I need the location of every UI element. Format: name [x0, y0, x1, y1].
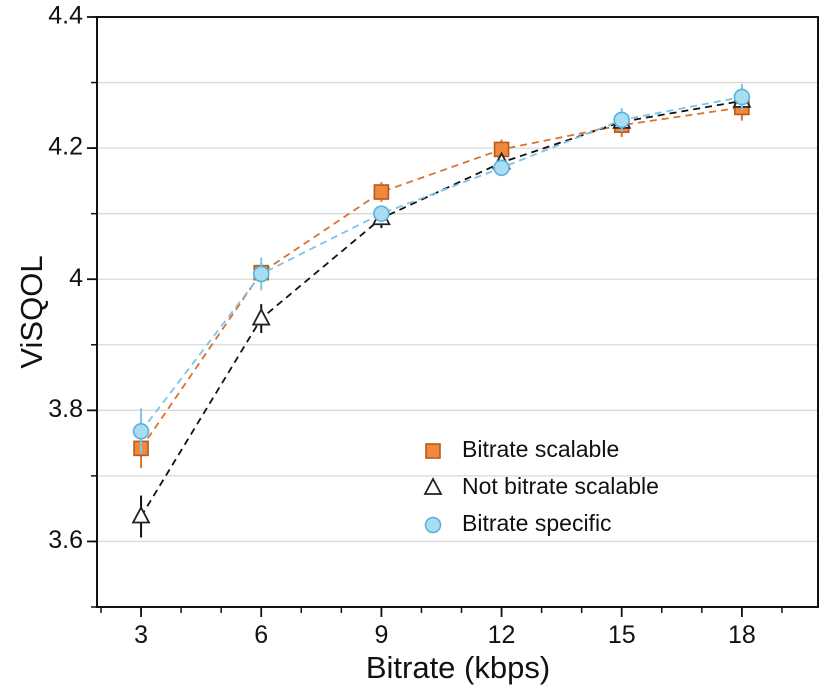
y-axis: 3.6 3.8 4 4.2 4.4	[48, 2, 97, 608]
series-not-bitrate-scalable	[131, 89, 752, 538]
x-tick-label: 3	[134, 621, 148, 649]
y-tick-label: 3.8	[48, 395, 83, 423]
data-point	[373, 184, 390, 200]
x-tick-label: 6	[254, 621, 268, 649]
series-bitrate-specific	[132, 83, 751, 455]
legend-marker	[425, 443, 441, 459]
data-point	[131, 505, 151, 524]
legend-label: Bitrate scalable	[462, 436, 619, 462]
data-point	[733, 88, 751, 106]
data-point	[252, 265, 270, 283]
data-point	[251, 307, 271, 326]
y-tick-label: 4	[69, 264, 83, 292]
x-tick-label: 15	[608, 621, 636, 649]
x-axis-label: Bitrate (kbps)	[366, 650, 550, 685]
y-tick-label: 3.6	[48, 526, 83, 554]
y-axis-label: ViSQOL	[14, 255, 49, 368]
y-gridlines	[97, 16, 818, 608]
x-tick-label: 9	[374, 621, 388, 649]
y-tick-label: 4.2	[48, 133, 83, 161]
x-tick-label: 18	[728, 621, 756, 649]
plot-frame	[96, 16, 819, 608]
data-point	[493, 159, 510, 177]
data-point	[132, 423, 150, 440]
x-axis: 3 6 9 12 15 18	[100, 607, 783, 649]
y-tick-label: 4.4	[48, 2, 83, 30]
series-line	[140, 106, 743, 449]
x-tick-label: 12	[488, 621, 516, 649]
legend-marker	[424, 516, 442, 534]
series-bitrate-scalable	[133, 94, 750, 469]
legend-marker	[423, 477, 443, 495]
data-point	[373, 205, 390, 222]
legend-label: Bitrate specific	[462, 510, 612, 536]
series-line	[140, 100, 743, 518]
legend: Bitrate scalable Not bitrate scalable Bitr…	[423, 436, 659, 536]
data-point	[613, 111, 631, 129]
series-line	[140, 96, 743, 432]
legend-label: Not bitrate scalable	[462, 473, 659, 499]
plot-series	[131, 83, 752, 538]
